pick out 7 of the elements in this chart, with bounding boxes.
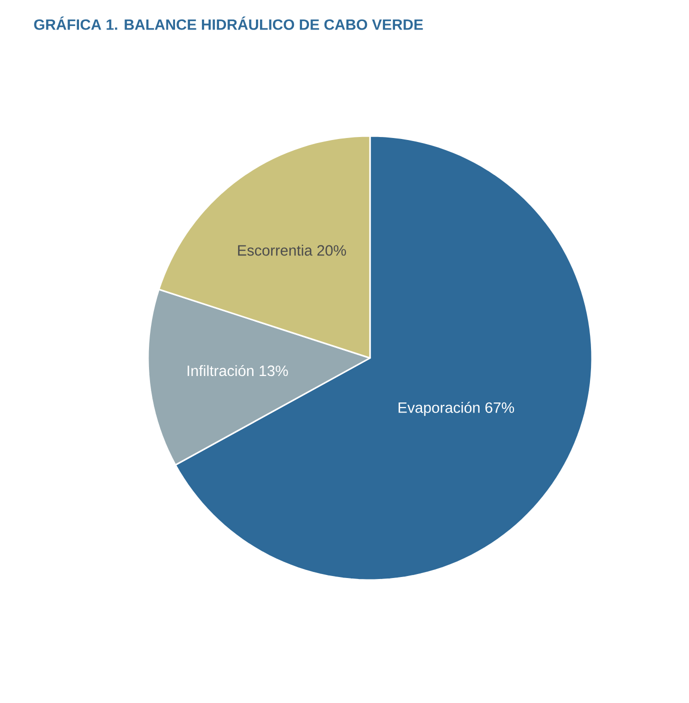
slice-label: Escorrentia (238, 244, 312, 256)
data-label: 13% (260, 366, 288, 376)
slice-label: Infiltración (188, 364, 254, 376)
data-label: 20% (317, 245, 346, 256)
slice-label: Evaporación (398, 402, 480, 416)
data-label: 67% (485, 402, 514, 413)
chart-title: GRÁFICA 1. BALANCE HIDRÁULICO DE CABO VERDE (34, 16, 423, 30)
